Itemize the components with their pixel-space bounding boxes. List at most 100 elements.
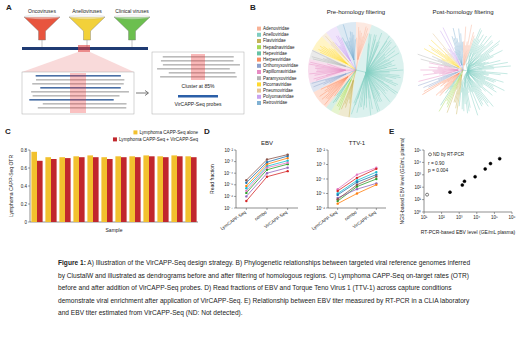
bar <box>107 159 113 222</box>
tick-label: 10⁰ <box>414 210 421 215</box>
leaf-branch <box>350 31 353 59</box>
legend-swatch <box>257 82 261 86</box>
point <box>474 175 477 178</box>
tick-label: combo <box>254 209 268 221</box>
leaf-branch <box>471 50 502 65</box>
branch <box>356 70 366 72</box>
leaf-branch <box>439 84 455 111</box>
tick-label: 10² <box>438 215 445 220</box>
axes: 00.20.40.60.8 <box>21 148 198 225</box>
region-highlight <box>78 45 90 52</box>
y-axis <box>424 150 425 212</box>
leaf-branch <box>418 72 456 85</box>
line <box>246 164 287 193</box>
tick-label: 10² <box>414 185 421 190</box>
bar <box>31 152 37 222</box>
bar <box>143 155 149 222</box>
caption-text: A) Illustration of the VirCAPP-Seq desig… <box>58 259 470 316</box>
y-axis <box>236 150 237 208</box>
point <box>245 195 247 197</box>
tick-label: 0.8 <box>21 148 28 153</box>
post-tree <box>418 25 511 116</box>
point <box>356 192 358 194</box>
point <box>463 180 466 183</box>
leaf-branch <box>442 75 444 76</box>
branch <box>462 51 464 66</box>
axes: 10⁻⁶10⁻⁵10⁻⁴10⁻³10⁻²LymCAPP-SeqcomboVirC… <box>311 148 386 231</box>
legend-swatch <box>257 89 261 93</box>
leaf-branch <box>433 70 445 72</box>
leaf-branch <box>470 39 479 57</box>
tick-label: VirCAPP-Seq <box>352 209 378 229</box>
branch <box>468 57 481 71</box>
bar <box>45 157 51 222</box>
leaf-branch <box>433 34 452 58</box>
point <box>245 179 247 181</box>
legend-swatch <box>257 76 261 80</box>
axes: 10⁰10¹10²10³10⁴10⁵10¹10²10³10⁴10⁵10⁶ <box>414 148 516 220</box>
point <box>286 157 288 159</box>
leaf-branch <box>482 66 493 67</box>
tick-label: 0.6 <box>21 166 28 171</box>
chart-title: EBV <box>261 140 273 146</box>
leaf-branch <box>447 83 457 101</box>
line <box>246 156 287 183</box>
leaf-branch <box>462 42 463 51</box>
tick-label: 0.4 <box>21 184 28 189</box>
funnel <box>24 17 60 40</box>
leaf-branch <box>366 71 389 72</box>
alignment-band <box>70 73 86 113</box>
leaf-branch <box>366 59 386 72</box>
leaf-branch <box>366 68 397 72</box>
bar <box>185 156 191 222</box>
point <box>245 185 247 187</box>
point <box>286 162 288 164</box>
legend-label: Paramyxoviridae <box>263 76 297 81</box>
leaf-branch <box>477 70 482 71</box>
point <box>356 181 358 183</box>
leaf-branch <box>366 72 378 101</box>
leaf-branch <box>440 31 459 65</box>
leaf-branch <box>466 79 469 89</box>
legend-label: Lymphoma CAPP-Seq + VirCAPP-Seq <box>119 137 198 142</box>
branch <box>443 68 458 70</box>
panel-label: B <box>250 3 256 12</box>
legend: ND by RT-PCR <box>429 152 465 157</box>
leaf-branch <box>309 70 345 74</box>
leaf-branch <box>447 79 460 113</box>
branch <box>462 65 464 70</box>
bar <box>163 157 169 222</box>
flow-line <box>42 40 43 47</box>
tick-label: 10¹ <box>421 215 428 220</box>
point <box>375 175 377 177</box>
branch <box>463 71 468 81</box>
point <box>356 173 358 175</box>
axis-label: NGS-based EBV level (GE/mL plasma) <box>399 137 405 224</box>
bar <box>51 159 57 222</box>
line <box>246 171 287 201</box>
point <box>336 190 338 192</box>
panel-label: A <box>6 3 12 12</box>
leaf-branch <box>352 32 354 60</box>
bar <box>37 161 43 222</box>
leaf-branch <box>469 78 488 103</box>
leaf-branch <box>465 75 482 107</box>
point <box>375 184 377 186</box>
line <box>338 172 377 193</box>
tick-label: LymCAPP-Seq <box>311 209 339 231</box>
tick-label: 10⁻² <box>316 148 325 153</box>
leaf-branch <box>461 33 463 58</box>
leaf-branch <box>429 63 450 68</box>
point <box>489 162 492 165</box>
line <box>338 176 377 199</box>
point <box>426 193 429 196</box>
branch <box>451 53 461 66</box>
legend-swatch <box>257 33 261 37</box>
leaf-branch <box>358 33 362 60</box>
legend-swatch <box>257 27 261 31</box>
leaf-branch <box>471 55 490 66</box>
legend-swatch <box>257 101 261 105</box>
alignment-box <box>22 72 134 114</box>
line <box>338 168 377 189</box>
cluster-box <box>152 52 244 114</box>
